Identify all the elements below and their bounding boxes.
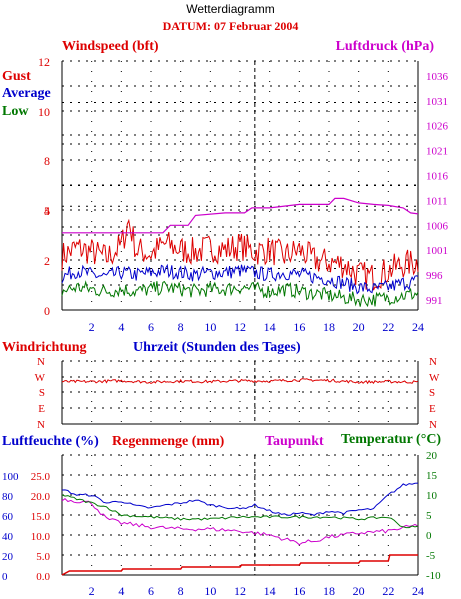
luftdruck-series-line <box>62 197 419 234</box>
taupunkt-series-line <box>61 498 419 546</box>
x-tick-label: 8 <box>178 320 184 334</box>
x-tick-label: 16 <box>293 584 305 598</box>
windspeed-tick-label: 0 <box>44 304 50 318</box>
direction-tick-left: E <box>38 403 45 415</box>
x-tick-label: 8 <box>178 584 184 598</box>
rain-tick-label: 10.0 <box>31 531 51 543</box>
legend-low: Low <box>2 104 29 119</box>
windrichtung-title: Windrichtung <box>2 340 87 355</box>
temperature-tick-label: 5 <box>426 510 432 522</box>
luftfeuchte-series-line <box>61 482 419 516</box>
x-tick-label: 2 <box>89 320 95 334</box>
rain-tick-label: 5.0 <box>36 551 50 563</box>
direction-tick-right: N <box>429 419 437 431</box>
direction-tick-left: N <box>37 356 45 368</box>
legend-average: Average <box>2 86 51 101</box>
windspeed-tick-label: 10 <box>38 105 50 119</box>
luftdruck-tick-label: 991 <box>426 295 443 307</box>
x-tick-label: 6 <box>148 584 154 598</box>
temperature-tick-label: 20 <box>426 450 438 462</box>
direction-tick-left: N <box>37 419 45 431</box>
humidity-tick-label: 0 <box>2 571 8 583</box>
windspeed-title: Windspeed (bft) <box>62 39 159 54</box>
windspeed-tick-label: 12 <box>38 55 50 69</box>
humidity-tick-label: 80 <box>2 491 14 503</box>
x-tick-label: 14 <box>264 320 276 334</box>
datum-label: DATUM: 07 Februar 2004 <box>162 19 299 33</box>
x-tick-label: 12 <box>234 584 246 598</box>
luftfeuchte-title: Luftfeuchte (%) <box>2 434 99 449</box>
legend-gust: Gust <box>2 69 31 84</box>
x-tick-label: 6 <box>148 320 154 334</box>
luftdruck-tick-label: 1006 <box>426 220 449 232</box>
windspeed-tick-label: 8 <box>44 154 50 168</box>
temperature-tick-label: 0 <box>426 530 432 542</box>
x-tick-label: 2 <box>89 584 95 598</box>
x-tick-label: 18 <box>323 584 335 598</box>
luftdruck-tick-label: 1031 <box>426 96 448 108</box>
rain-tick-label: 0.0 <box>36 571 50 583</box>
humidity-tick-label: 60 <box>2 511 14 523</box>
uhrzeit-title: Uhrzeit (Stunden des Tages) <box>133 340 301 355</box>
luftdruck-tick-label: 1021 <box>426 146 448 158</box>
direction-tick-right: N <box>429 356 437 368</box>
x-tick-label: 20 <box>353 584 365 598</box>
regenmenge-series-line <box>61 554 418 576</box>
windspeed-tick-label: 2 <box>44 254 50 268</box>
page-title: Wetterdiagramm <box>186 2 275 16</box>
x-tick-label: 10 <box>204 584 216 598</box>
direction-tick-left: W <box>35 372 46 384</box>
luftdruck-tick-label: 1026 <box>426 121 449 133</box>
x-tick-label: 24 <box>412 584 424 598</box>
direction-tick-right: E <box>429 403 436 415</box>
humidity-tick-label: 20 <box>2 551 14 563</box>
temperatur-title: Temperatur (°C) <box>341 432 441 447</box>
temperatur-series-line <box>61 494 419 529</box>
x-tick-label: 10 <box>204 320 216 334</box>
windrichtung-series-line <box>61 378 419 385</box>
x-tick-label: 16 <box>293 320 305 334</box>
x-tick-label: 12 <box>234 320 246 334</box>
temperature-tick-label: -10 <box>426 570 441 582</box>
luftdruck-tick-label: 1001 <box>426 245 448 257</box>
x-tick-label: 20 <box>353 320 365 334</box>
rain-tick-label: 25.0 <box>31 471 51 483</box>
luftdruck-tick-label: 996 <box>426 270 443 282</box>
rain-tick-label: 15.0 <box>31 511 51 523</box>
x-tick-label: 18 <box>323 320 335 334</box>
temperature-tick-label: 15 <box>426 470 438 482</box>
taupunkt-title: Taupunkt <box>265 434 324 449</box>
luftdruck-tick-label: 1011 <box>426 195 448 207</box>
x-tick-label: 4 <box>118 320 124 334</box>
luftdruck-title: Luftdruck (hPa) <box>336 39 435 54</box>
windspeed-tick-label: 4 <box>44 204 50 218</box>
x-tick-label: 24 <box>412 320 424 334</box>
low-series-line <box>61 280 419 308</box>
humidity-tick-label: 100 <box>2 471 19 483</box>
x-tick-label: 22 <box>382 320 394 334</box>
direction-tick-left: S <box>39 387 45 399</box>
temperature-tick-label: -5 <box>426 550 436 562</box>
luftdruck-tick-label: 1036 <box>426 71 449 83</box>
regenmenge-title: Regenmenge (mm) <box>112 434 225 449</box>
rain-tick-label: 20.0 <box>31 491 51 503</box>
luftdruck-tick-label: 1016 <box>426 171 449 183</box>
direction-tick-right: S <box>429 387 435 399</box>
temperature-tick-label: 10 <box>426 490 438 502</box>
x-tick-label: 22 <box>382 584 394 598</box>
x-tick-label: 14 <box>264 584 276 598</box>
x-tick-label: 4 <box>118 584 124 598</box>
direction-tick-right: W <box>429 372 440 384</box>
gust-series-line <box>61 218 419 291</box>
humidity-tick-label: 40 <box>2 531 14 543</box>
average-series-line <box>61 263 419 295</box>
windspeed-tick-label: 5 <box>44 204 50 218</box>
